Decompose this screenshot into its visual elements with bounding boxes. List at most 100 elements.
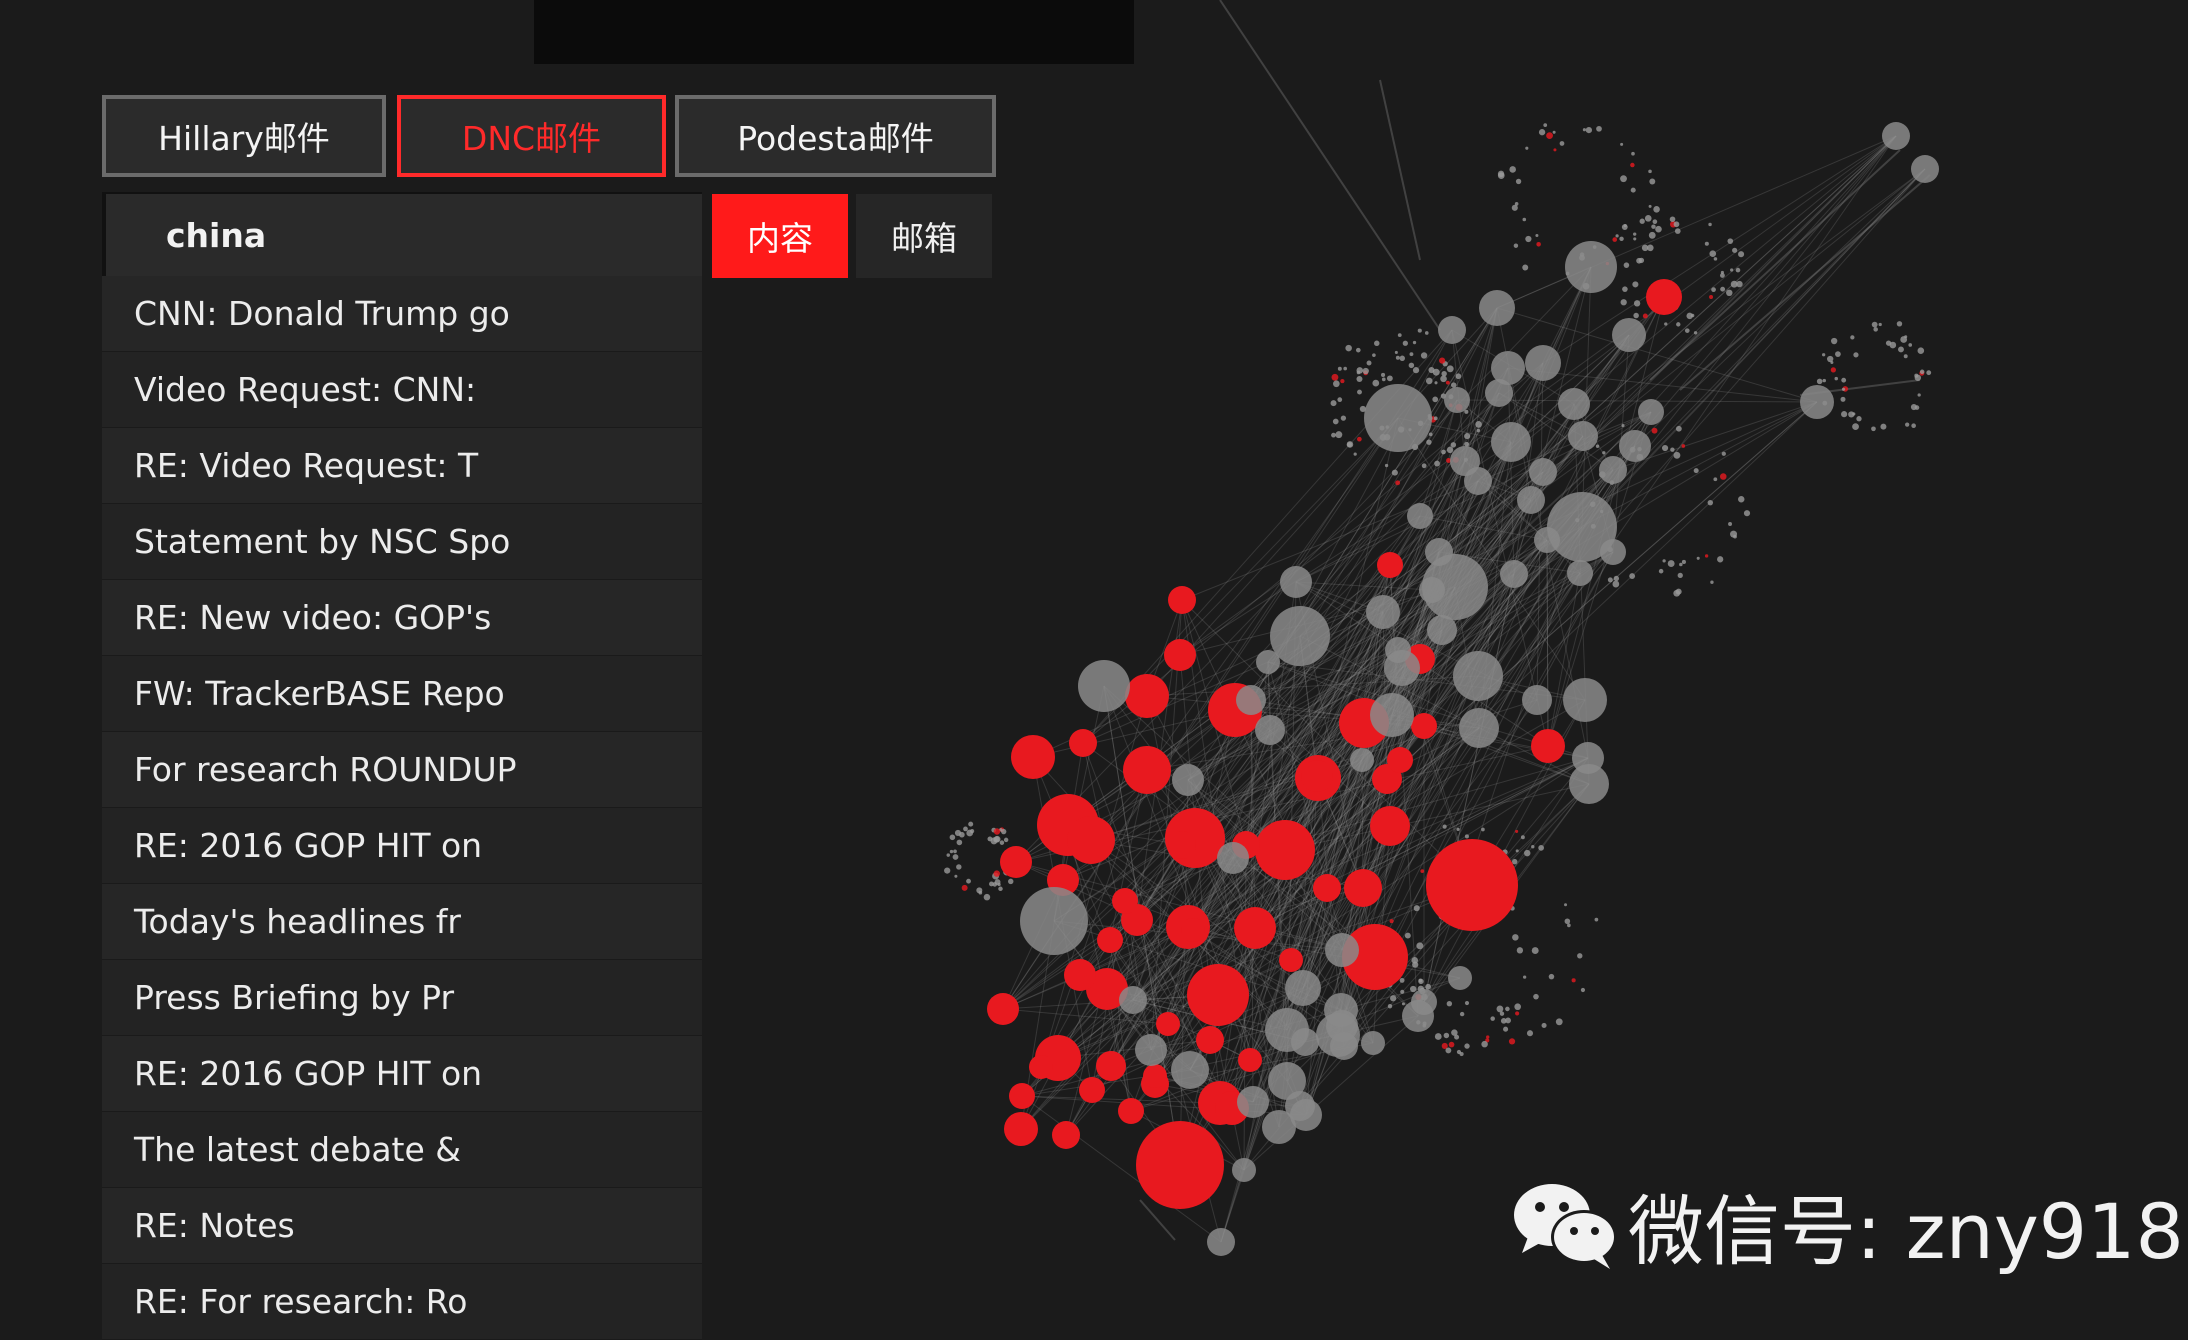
graph-node[interactable] (1262, 1110, 1296, 1144)
graph-node[interactable] (1411, 989, 1437, 1015)
graph-node-match[interactable] (1255, 820, 1315, 880)
graph-node[interactable] (1255, 715, 1285, 745)
graph-node-match[interactable] (1052, 1121, 1080, 1149)
graph-node[interactable] (1361, 1031, 1385, 1055)
graph-node[interactable] (1569, 764, 1609, 804)
graph-node-match[interactable] (1168, 586, 1196, 614)
graph-node[interactable] (1448, 966, 1472, 990)
graph-node[interactable] (1600, 539, 1626, 565)
graph-node-match[interactable] (1377, 552, 1403, 578)
graph-node[interactable] (1882, 122, 1910, 150)
result-item[interactable]: Today's headlines fr (102, 884, 702, 960)
tab-podesta-emails[interactable]: Podesta邮件 (675, 95, 996, 177)
graph-node-match[interactable] (1238, 1048, 1262, 1072)
graph-node[interactable] (1491, 422, 1531, 462)
graph-node[interactable] (1485, 379, 1513, 407)
graph-node-match[interactable] (1029, 1055, 1053, 1079)
graph-node[interactable] (1619, 430, 1651, 462)
tab-dnc-emails[interactable]: DNC邮件 (397, 95, 666, 177)
graph-node-match[interactable] (1156, 1012, 1180, 1036)
graph-node[interactable] (1500, 560, 1528, 588)
graph-node[interactable] (1427, 615, 1457, 645)
graph-node-match[interactable] (1079, 1077, 1105, 1103)
graph-node[interactable] (1479, 290, 1515, 326)
graph-node-match[interactable] (1000, 846, 1032, 878)
graph-node[interactable] (1237, 1086, 1269, 1118)
graph-node[interactable] (1459, 708, 1499, 748)
graph-node-match[interactable] (1387, 747, 1413, 773)
graph-node[interactable] (1330, 1032, 1358, 1060)
graph-node-match[interactable] (1011, 735, 1055, 779)
result-item[interactable]: For research ROUNDUP (102, 732, 702, 808)
graph-node[interactable] (1172, 764, 1204, 796)
result-item[interactable]: FW: TrackerBASE Repo (102, 656, 702, 732)
graph-node[interactable] (1563, 678, 1607, 722)
result-item[interactable]: RE: 2016 GOP HIT on (102, 1036, 702, 1112)
graph-node-match[interactable] (1164, 639, 1196, 671)
result-item[interactable]: Video Request: CNN: (102, 352, 702, 428)
graph-node[interactable] (1232, 1158, 1256, 1182)
result-item[interactable]: Statement by NSC Spo (102, 504, 702, 580)
graph-node-match[interactable] (1344, 869, 1382, 907)
graph-node[interactable] (1370, 693, 1414, 737)
graph-node-match[interactable] (1096, 1051, 1126, 1081)
graph-node[interactable] (1407, 503, 1433, 529)
graph-node-match[interactable] (1426, 839, 1518, 931)
graph-node[interactable] (1207, 1228, 1235, 1256)
graph-node[interactable] (1256, 650, 1280, 674)
tab-hillary-emails[interactable]: Hillary邮件 (102, 95, 386, 177)
result-item[interactable]: RE: Notes (102, 1188, 702, 1264)
result-item[interactable]: Press Briefing by Pr (102, 960, 702, 1036)
graph-node[interactable] (1911, 155, 1939, 183)
mailbox-mode-button[interactable]: 邮箱 (856, 194, 992, 278)
graph-node-match[interactable] (1646, 279, 1682, 315)
graph-node-match[interactable] (1004, 1112, 1038, 1146)
graph-node[interactable] (1567, 560, 1593, 586)
graph-node[interactable] (1385, 637, 1411, 663)
graph-node[interactable] (1366, 595, 1400, 629)
email-network-graph[interactable] (700, 0, 2188, 1334)
graph-node[interactable] (1534, 527, 1560, 553)
graph-node-match[interactable] (1279, 948, 1303, 972)
graph-node-match[interactable] (1112, 888, 1138, 914)
graph-node[interactable] (1285, 970, 1321, 1006)
graph-node[interactable] (1444, 387, 1470, 413)
result-item[interactable]: RE: Video Request: T (102, 428, 702, 504)
graph-node[interactable] (1364, 384, 1432, 452)
result-item[interactable]: The latest debate & (102, 1112, 702, 1188)
graph-node-match[interactable] (1531, 729, 1565, 763)
graph-node[interactable] (1568, 421, 1598, 451)
graph-node-match[interactable] (1168, 831, 1196, 859)
graph-node-match[interactable] (1069, 729, 1097, 757)
graph-node[interactable] (1491, 351, 1525, 385)
graph-node-match[interactable] (1342, 924, 1408, 990)
graph-node-match[interactable] (1181, 918, 1205, 942)
graph-node[interactable] (1291, 1028, 1319, 1056)
graph-node-match[interactable] (1067, 816, 1115, 864)
graph-node[interactable] (1078, 660, 1130, 712)
graph-node-match[interactable] (1234, 907, 1276, 949)
graph-node-match[interactable] (1196, 1026, 1224, 1054)
graph-node[interactable] (1171, 1051, 1209, 1089)
graph-node-match[interactable] (1125, 674, 1169, 718)
graph-node[interactable] (1119, 986, 1147, 1014)
graph-node[interactable] (1529, 458, 1557, 486)
graph-node[interactable] (1422, 554, 1488, 620)
graph-node-match[interactable] (1187, 964, 1249, 1026)
graph-node-match[interactable] (1123, 746, 1171, 794)
graph-node-match[interactable] (1313, 874, 1341, 902)
graph-node[interactable] (1522, 685, 1552, 715)
result-item[interactable]: RE: 2016 GOP HIT on (102, 808, 702, 884)
graph-node[interactable] (1280, 566, 1312, 598)
graph-node[interactable] (1612, 318, 1646, 352)
graph-node[interactable] (1270, 606, 1330, 666)
graph-node[interactable] (1547, 492, 1617, 562)
result-item[interactable]: CNN: Donald Trump go (102, 276, 702, 352)
graph-node[interactable] (1453, 651, 1503, 701)
graph-node-match[interactable] (987, 993, 1019, 1025)
graph-node[interactable] (1565, 241, 1617, 293)
graph-node-match[interactable] (1086, 968, 1128, 1010)
graph-node[interactable] (1217, 842, 1249, 874)
graph-node[interactable] (1268, 1062, 1306, 1100)
graph-node[interactable] (1236, 685, 1266, 715)
